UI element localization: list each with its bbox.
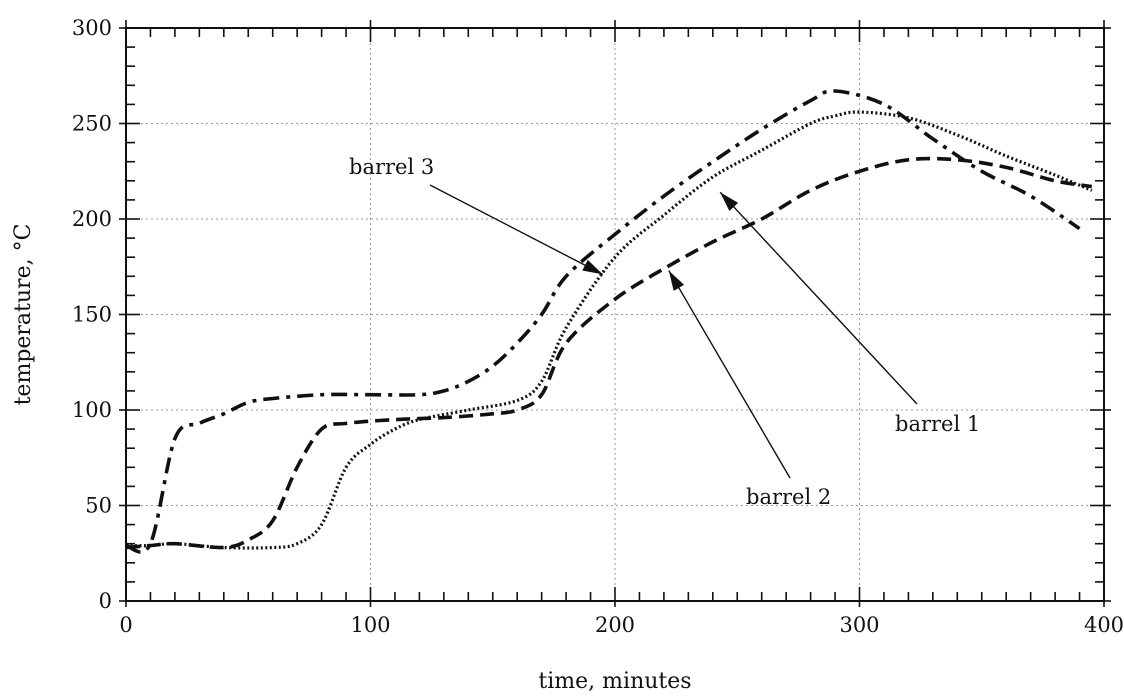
y-tick-label: 300 <box>72 16 112 40</box>
x-tick-label: 300 <box>839 613 879 637</box>
y-tick-label: 150 <box>72 303 112 327</box>
callout-arrowhead-icon <box>720 192 739 211</box>
callout-arrow-line <box>429 184 604 276</box>
tick-labels: 0 100 200 300 400 0 50 100 150 200 250 300 <box>72 16 1124 637</box>
callout-arrowhead-icon <box>668 270 685 291</box>
callout-label-barrel-3: barrel 3 <box>349 155 434 179</box>
x-tick-label: 400 <box>1084 613 1124 637</box>
callout-label-barrel-2: barrel 2 <box>746 485 831 509</box>
x-tick-label: 200 <box>595 613 635 637</box>
grid <box>126 28 1104 601</box>
y-tick-label: 200 <box>72 207 112 231</box>
x-tick-label: 0 <box>119 613 132 637</box>
series-line-barrel-3 <box>125 89 1081 554</box>
series-line-barrel-1 <box>125 110 1093 550</box>
callout-label-barrel-1: barrel 1 <box>895 412 980 436</box>
series-line-barrel-2 <box>125 156 1093 550</box>
x-axis-title: time, minutes <box>538 669 691 694</box>
x-tick-label: 100 <box>350 613 390 637</box>
callout-arrow-line <box>668 270 791 479</box>
y-tick-label: 50 <box>85 494 112 518</box>
y-tick-label: 0 <box>99 589 112 613</box>
axis-ticks <box>119 20 1111 607</box>
series-layer <box>125 89 1093 554</box>
y-tick-label: 250 <box>72 112 112 136</box>
callouts: barrel 3 barrel 1 barrel 2 <box>349 155 980 509</box>
callout-arrow-line <box>719 191 918 405</box>
callout-arrowhead-icon <box>582 259 603 275</box>
y-axis-title: temperature, °C <box>11 224 36 406</box>
y-tick-label: 100 <box>72 398 112 422</box>
